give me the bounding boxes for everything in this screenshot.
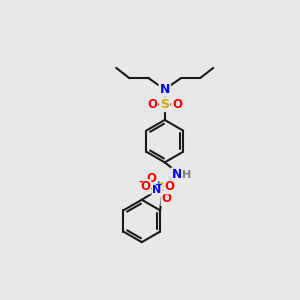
Text: H: H <box>182 170 191 180</box>
Text: O: O <box>164 180 174 193</box>
Text: O: O <box>147 98 158 111</box>
Text: N: N <box>172 168 182 181</box>
Text: S: S <box>160 98 169 111</box>
Text: N: N <box>152 185 162 195</box>
Text: S: S <box>158 181 167 194</box>
Text: O: O <box>161 192 172 206</box>
Text: +: + <box>155 180 163 189</box>
Text: N: N <box>160 83 170 96</box>
Text: O: O <box>140 180 150 193</box>
Text: O: O <box>172 98 182 111</box>
Text: O: O <box>147 172 157 185</box>
Text: -: - <box>138 177 143 187</box>
